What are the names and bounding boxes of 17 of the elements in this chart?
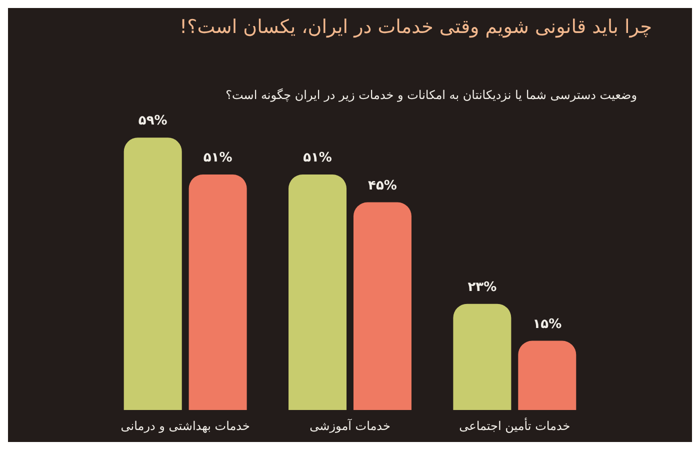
data-label: ۴۵%: [368, 178, 397, 194]
x-tick-label: خدمات بهداشتی و درمانی: [120, 419, 250, 433]
bar: [518, 340, 576, 410]
bar: [453, 304, 512, 410]
x-tick-label: خدمات تأمین اجتماعی: [459, 417, 570, 433]
data-label: ۵۱%: [303, 150, 332, 166]
chart-title: چرا باید قانونی شویم وقتی خدمات در ایران، یکسان است؟!: [180, 16, 652, 38]
bar: [124, 138, 182, 410]
data-label: ۵۹%: [138, 114, 168, 129]
data-label: ۵۱%: [203, 150, 232, 166]
data-label: ۲۳%: [468, 280, 497, 295]
data-label: ۱۵%: [532, 316, 562, 332]
bar: [353, 202, 412, 410]
bar: [188, 174, 247, 410]
bar: [288, 174, 347, 410]
x-tick-label: خدمات آموزشی: [310, 418, 390, 433]
chart-subtitle: وضعیت دسترسی شما یا نزدیکانتان به امکانات و خدمات زیر در ایران چگونه است؟: [226, 88, 637, 102]
